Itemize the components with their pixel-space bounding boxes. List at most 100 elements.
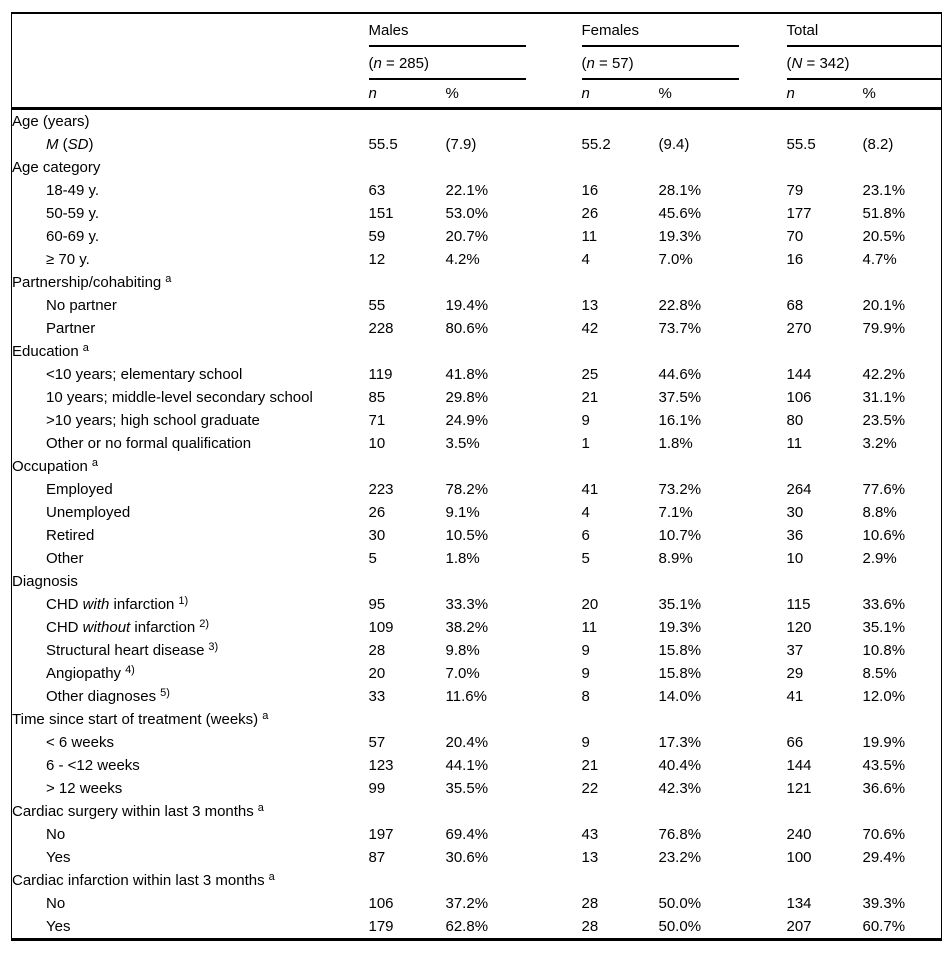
data-cell: 70 xyxy=(786,228,804,245)
data-cell: 73.2% xyxy=(658,481,702,498)
row-label: Age (years) xyxy=(12,113,90,130)
data-cell: 41.8% xyxy=(445,366,489,383)
data-cell xyxy=(446,800,582,823)
data-cell: 23.1% xyxy=(862,182,906,199)
header-spacer xyxy=(12,47,369,80)
data-cell: 4 xyxy=(581,504,590,521)
data-cell: 16 xyxy=(581,182,599,199)
count-header-males: (n = 285) xyxy=(368,47,582,80)
header-spacer xyxy=(12,13,369,47)
data-cell xyxy=(582,455,659,478)
data-cell: 3.5% xyxy=(445,435,480,452)
data-cell: 8 xyxy=(581,688,590,705)
table-row-section: Cardiac surgery within last 3 months a xyxy=(12,800,942,823)
footnote-marker: a xyxy=(165,273,172,285)
data-cell xyxy=(582,869,659,892)
footnote-marker: a xyxy=(262,710,269,722)
group-label-females: Females xyxy=(581,22,640,39)
data-cell xyxy=(369,800,446,823)
count-label-females: (n = 57) xyxy=(581,55,634,72)
data-cell: 4 xyxy=(581,251,590,268)
data-cell: 20.5% xyxy=(862,228,906,245)
row-label: No xyxy=(46,895,66,912)
data-cell: 22 xyxy=(581,780,599,797)
data-cell: 39.3% xyxy=(862,895,906,912)
data-cell: 33.3% xyxy=(445,596,489,613)
table-row-item: Partner 228 80.6% 42 73.7% 270 79.9% xyxy=(12,317,942,340)
data-cell xyxy=(446,340,582,363)
table-row-item: M (SD) 55.5 (7.9) 55.2 (9.4) 55.5 (8.2) xyxy=(12,133,942,156)
data-cell: (7.9) xyxy=(445,136,477,153)
data-cell: 1.8% xyxy=(445,550,480,567)
row-label: Partnership/cohabiting a xyxy=(12,273,172,292)
data-cell: 66 xyxy=(786,734,804,751)
data-cell: 42.2% xyxy=(862,366,906,383)
footnote-marker: 2) xyxy=(199,618,210,630)
data-cell: 10.8% xyxy=(862,642,906,659)
data-cell xyxy=(787,800,863,823)
data-cell xyxy=(787,869,863,892)
data-cell: 177 xyxy=(786,205,812,222)
group-header-total: Total xyxy=(786,13,942,47)
data-cell: 14.0% xyxy=(658,688,702,705)
data-cell: 179 xyxy=(368,918,394,935)
data-cell xyxy=(863,156,942,179)
data-cell: 22.8% xyxy=(658,297,702,314)
data-cell xyxy=(659,271,787,294)
row-label: Education a xyxy=(12,342,89,361)
row-label: Diagnosis xyxy=(12,573,78,590)
table-row-section: Age category xyxy=(12,156,942,179)
data-cell xyxy=(582,800,659,823)
row-label: 60-69 y. xyxy=(46,228,100,245)
data-cell: 70.6% xyxy=(862,826,906,843)
data-cell: 9 xyxy=(581,734,590,751)
data-cell: 223 xyxy=(368,481,394,498)
data-cell: 35.1% xyxy=(658,596,702,613)
footnote-marker: a xyxy=(257,802,264,814)
data-cell: 12.0% xyxy=(862,688,906,705)
data-cell: 228 xyxy=(368,320,394,337)
data-cell: 19.9% xyxy=(862,734,906,751)
data-cell: 28.1% xyxy=(658,182,702,199)
data-cell: 33 xyxy=(368,688,386,705)
data-cell xyxy=(787,570,863,593)
data-cell: 30.6% xyxy=(445,849,489,866)
data-cell: 3.2% xyxy=(862,435,897,452)
data-cell xyxy=(582,708,659,731)
data-cell: 9 xyxy=(581,642,590,659)
data-cell: 80 xyxy=(786,412,804,429)
data-cell: 7.1% xyxy=(658,504,693,521)
row-label: Structural heart disease 3) xyxy=(46,641,219,660)
count-header-total: (N = 342) xyxy=(786,47,942,80)
data-cell: 8.9% xyxy=(658,550,693,567)
data-cell: 4.7% xyxy=(862,251,897,268)
data-cell: 29.4% xyxy=(862,849,906,866)
row-label: Retired xyxy=(46,527,95,544)
data-cell: 21 xyxy=(581,389,599,406)
group-rule xyxy=(786,45,941,47)
data-cell: 119 xyxy=(368,366,393,383)
data-cell: 20.7% xyxy=(445,228,489,245)
data-cell xyxy=(787,109,863,134)
data-cell xyxy=(659,109,787,134)
row-label: CHD with infarction 1) xyxy=(46,595,189,614)
row-label: 18-49 y. xyxy=(46,182,100,199)
data-cell xyxy=(863,708,942,731)
table-row-item: CHD with infarction 1) 95 33.3% 20 35.1% 115 33… xyxy=(12,593,942,616)
data-cell: 4.2% xyxy=(445,251,480,268)
data-cell: 144 xyxy=(786,366,812,383)
row-label: CHD without infarction 2) xyxy=(46,618,210,637)
data-cell: 134 xyxy=(786,895,812,912)
data-cell: 100 xyxy=(786,849,812,866)
data-cell: 240 xyxy=(786,826,812,843)
row-label: Time since start of treatment (weeks) a xyxy=(12,710,269,729)
data-cell: 99 xyxy=(368,780,386,797)
table-row-item: Employed 223 78.2% 41 73.2% 264 77.6% xyxy=(12,478,942,501)
data-cell xyxy=(863,800,942,823)
row-label: Other xyxy=(46,550,84,567)
data-cell: 10.5% xyxy=(445,527,489,544)
data-cell: (8.2) xyxy=(862,136,894,153)
data-cell: 16 xyxy=(786,251,804,268)
data-cell xyxy=(582,340,659,363)
data-cell: 20 xyxy=(368,665,386,682)
